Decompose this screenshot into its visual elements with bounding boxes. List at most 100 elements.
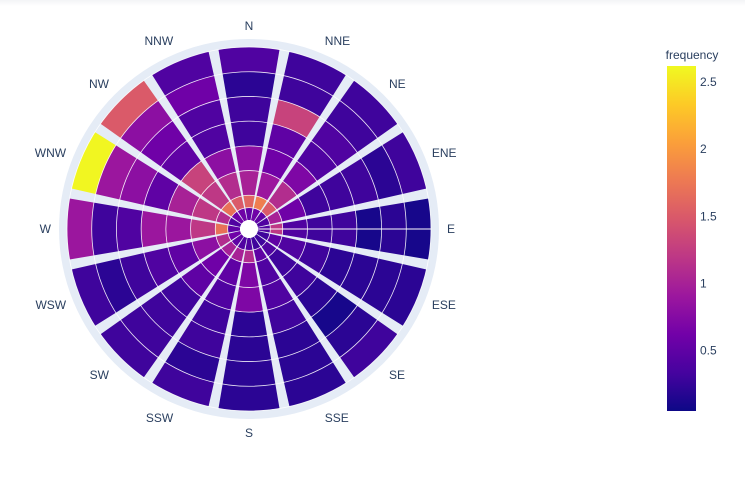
wedge-NNW-5-6[interactable]: [178, 99, 226, 138]
wedge-S-6+[interactable]: [218, 384, 280, 412]
wedge-NW-3-4[interactable]: [181, 161, 216, 196]
wedge-NNW-6+[interactable]: [152, 51, 215, 96]
wedge-NNE-3-4[interactable]: [261, 147, 294, 180]
wedge-S-0-1[interactable]: [245, 237, 253, 251]
wedge-ENE-5-6[interactable]: [340, 158, 379, 206]
wedge-NNE-2-3[interactable]: [256, 172, 281, 201]
wedge-NW-2-3[interactable]: [201, 181, 230, 210]
wedge-SE-6+[interactable]: [340, 320, 398, 378]
wedge-N-5-6[interactable]: [226, 96, 272, 123]
wedge-SW-6-7[interactable]: [120, 305, 173, 358]
wedge-WNW-0-1[interactable]: [228, 217, 242, 227]
wedge-NE-6-7[interactable]: [325, 100, 378, 153]
wedge-ESE-6-7[interactable]: [361, 258, 403, 313]
wedge-N-3-4[interactable]: [235, 145, 263, 172]
wedge-W-6-7[interactable]: [91, 202, 119, 256]
wedge-NE-0-1[interactable]: [254, 211, 267, 224]
wedge-NW-6-7[interactable]: [120, 100, 173, 153]
wedge-ENE-1-2[interactable]: [267, 211, 282, 225]
wedge-N-4-5[interactable]: [230, 121, 268, 148]
wedge-SE-2-3[interactable]: [268, 248, 297, 277]
wedge-NW-4-5[interactable]: [161, 141, 201, 181]
wedge-S-1-2[interactable]: [243, 250, 255, 263]
wedge-S-6-7[interactable]: [222, 359, 276, 387]
wedge-SSE-0-1[interactable]: [251, 236, 261, 250]
wedge-ENE-3-4[interactable]: [298, 184, 331, 217]
wedge-WNW-6-7[interactable]: [95, 145, 137, 200]
wedge-SSW-2-3[interactable]: [217, 257, 242, 286]
wedge-N-0-1[interactable]: [245, 207, 253, 221]
wedge-ESE-3-4[interactable]: [298, 241, 331, 274]
wedge-WSW-2-3[interactable]: [192, 236, 221, 261]
wedge-NNW-6-7[interactable]: [165, 75, 220, 117]
wedge-SSW-0-1[interactable]: [237, 236, 247, 250]
wedge-SW-3-4[interactable]: [181, 262, 216, 297]
wedge-NE-4-5[interactable]: [297, 141, 337, 181]
wedge-W-4-5[interactable]: [141, 210, 168, 248]
wedge-ESE-6+[interactable]: [382, 263, 427, 326]
wedge-SSE-3-4[interactable]: [261, 278, 294, 311]
wedge-ENE-6+[interactable]: [382, 132, 427, 195]
wedge-SE-0-1[interactable]: [254, 234, 267, 247]
wedge-SSW-6-7[interactable]: [165, 341, 220, 383]
wedge-NNE-5-6[interactable]: [272, 99, 320, 138]
wedge-ESE-2-3[interactable]: [277, 236, 306, 261]
wedge-W-5-6[interactable]: [116, 206, 143, 252]
wedge-SE-6-7[interactable]: [325, 305, 378, 358]
wedge-SSW-3-4[interactable]: [204, 278, 237, 311]
wedge-WSW-3-4[interactable]: [167, 241, 200, 274]
wedge-SW-5-6[interactable]: [140, 291, 187, 338]
wedge-W-0-1[interactable]: [227, 225, 241, 233]
wedge-NW-5-6[interactable]: [140, 120, 187, 167]
wedge-WNW-1-2[interactable]: [216, 211, 231, 225]
wedge-SSE-6-7[interactable]: [278, 341, 333, 383]
wedge-SW-4-5[interactable]: [161, 277, 201, 317]
wedge-SSW-1-2[interactable]: [231, 247, 245, 262]
wedge-SE-5-6[interactable]: [311, 291, 358, 338]
wedge-SSE-2-3[interactable]: [256, 257, 281, 286]
wedge-WSW-0-1[interactable]: [228, 231, 242, 241]
wedge-N-6-7[interactable]: [222, 71, 276, 99]
wedge-ESE-1-2[interactable]: [267, 233, 282, 247]
wedge-NE-2-3[interactable]: [268, 181, 297, 210]
wedge-S-4-5[interactable]: [230, 310, 268, 337]
wedge-NNE-6-7[interactable]: [278, 75, 333, 117]
wedge-ENE-0-1[interactable]: [256, 217, 270, 227]
wedge-ESE-5-6[interactable]: [340, 252, 379, 300]
wedge-WSW-6+[interactable]: [71, 263, 116, 326]
wedge-ESE-0-1[interactable]: [256, 231, 270, 241]
wedge-N-2-3[interactable]: [239, 170, 259, 196]
wedge-W-6+[interactable]: [67, 198, 94, 260]
wedge-SSE-5-6[interactable]: [272, 320, 320, 359]
wedge-NNW-2-3[interactable]: [217, 172, 242, 201]
wedge-WNW-3-4[interactable]: [167, 184, 200, 217]
wedge-NNE-0-1[interactable]: [251, 208, 261, 222]
wedge-SSW-5-6[interactable]: [178, 320, 226, 359]
wedge-WNW-2-3[interactable]: [192, 197, 221, 222]
wedge-WSW-6-7[interactable]: [95, 258, 137, 313]
wedge-NNE-1-2[interactable]: [253, 196, 267, 211]
wedge-SSE-1-2[interactable]: [253, 247, 267, 262]
wedge-NW-6+[interactable]: [100, 80, 158, 138]
wedge-WNW-5-6[interactable]: [119, 158, 158, 206]
wedge-W-3-4[interactable]: [165, 215, 192, 243]
wedge-NE-5-6[interactable]: [311, 120, 358, 167]
wedge-SE-3-4[interactable]: [282, 262, 317, 297]
wedge-NNW-0-1[interactable]: [237, 208, 247, 222]
wedge-WSW-1-2[interactable]: [216, 233, 231, 247]
wedge-WNW-6+[interactable]: [71, 132, 116, 195]
wedge-N-6+[interactable]: [218, 47, 280, 74]
wedge-S-2-3[interactable]: [239, 262, 259, 288]
wedge-SW-0-1[interactable]: [231, 234, 244, 247]
wedge-W-2-3[interactable]: [190, 219, 216, 239]
wedge-SW-6+[interactable]: [100, 320, 158, 378]
wedge-ENE-6-7[interactable]: [361, 145, 403, 200]
wedge-NE-3-4[interactable]: [282, 161, 317, 196]
wedge-N-1-2[interactable]: [243, 195, 255, 208]
wedge-S-5-6[interactable]: [226, 335, 272, 362]
wedge-SSW-6+[interactable]: [152, 362, 215, 407]
wedge-SE-4-5[interactable]: [297, 277, 337, 317]
wedge-NNE-6+[interactable]: [283, 51, 346, 96]
wedge-W-1-2[interactable]: [215, 223, 228, 235]
wedge-NE-6+[interactable]: [340, 80, 398, 138]
